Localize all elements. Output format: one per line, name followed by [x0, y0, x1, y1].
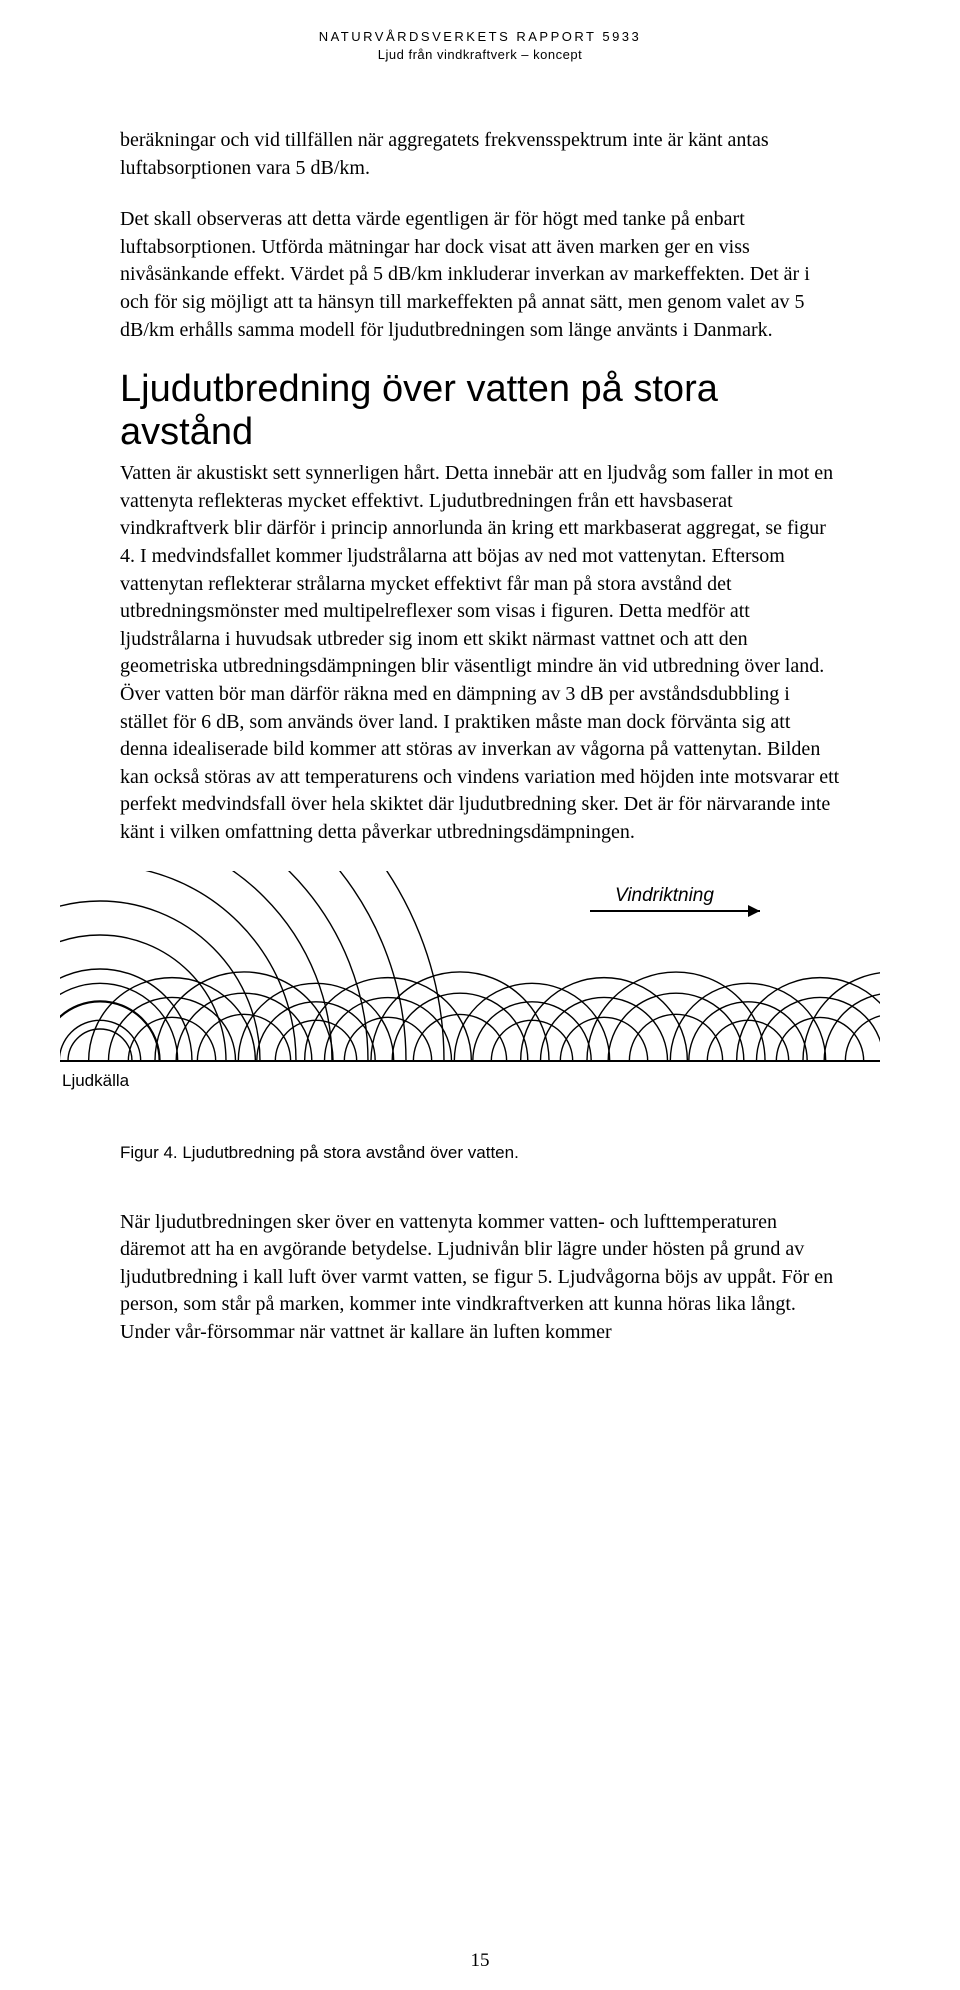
- paragraph-3: Vatten är akustiskt sett synnerligen hår…: [120, 460, 840, 846]
- page-number: 15: [0, 1950, 960, 1972]
- page: NATURVÅRDSVERKETS RAPPORT 5933 Ljud från…: [0, 0, 960, 1990]
- figure-4: Vindriktning Ljudkälla: [60, 871, 880, 1111]
- header-line-1: NATURVÅRDSVERKETS RAPPORT 5933: [120, 28, 840, 46]
- running-header: NATURVÅRDSVERKETS RAPPORT 5933 Ljud från…: [120, 28, 840, 63]
- ray-arcs: [60, 871, 880, 1061]
- wind-direction-label: Vindriktning: [615, 885, 714, 906]
- wind-arrow-head: [748, 905, 760, 917]
- header-line-2: Ljud från vindkraftverk – koncept: [120, 46, 840, 64]
- section-title: Ljudutbredning över vatten på stora avst…: [120, 368, 840, 454]
- source-label: Ljudkälla: [62, 1071, 130, 1090]
- paragraph-4: När ljudutbredningen sker över en vatten…: [120, 1209, 840, 1347]
- paragraph-1: beräkningar och vid tillfällen när aggre…: [120, 127, 840, 182]
- ray-diagram-svg: Vindriktning Ljudkälla: [60, 871, 880, 1111]
- figure-4-caption: Figur 4. Ljudutbredning på stora avstånd…: [120, 1143, 840, 1163]
- paragraph-2: Det skall observeras att detta värde ege…: [120, 206, 840, 344]
